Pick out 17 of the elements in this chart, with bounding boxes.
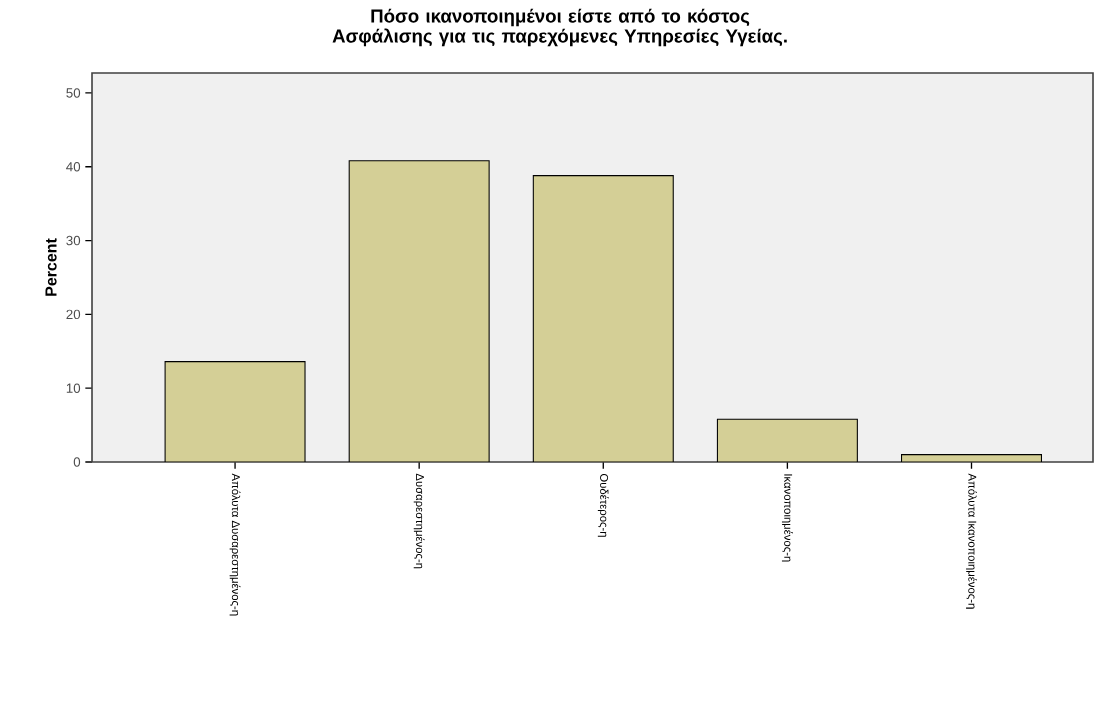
bar	[164, 361, 306, 462]
y-axis-title: Percent	[45, 238, 57, 296]
x-tick-label: Απόλυτα Δυσαρεστημένος-η	[229, 473, 241, 616]
x-tick-label: Δυσαρεστημένος-η	[413, 473, 425, 569]
y-tick-label: 50	[66, 88, 81, 98]
chart-title: Πόσο ικανοποιημένοι είστε από το κόστος Ασφάλισης για τις παρεχόμενες Υπηρεσίες Υγείας.	[332, 8, 787, 47]
y-tick-label: 20	[66, 309, 81, 320]
y-tick-label: 30	[66, 235, 81, 246]
y-tick-label: 10	[66, 383, 81, 393]
x-tick-label: Ικανοποιημένος-η	[781, 474, 793, 562]
y-tick-label: 0	[73, 457, 81, 467]
bar	[532, 175, 674, 462]
x-tick-label: Απόλυτα Ικανοποιημένος-η	[966, 473, 977, 609]
x-tick-label: Ουδέτερος-η	[597, 473, 609, 537]
bar	[716, 418, 858, 462]
bar	[349, 160, 490, 462]
y-tick-label: 40	[66, 162, 81, 172]
